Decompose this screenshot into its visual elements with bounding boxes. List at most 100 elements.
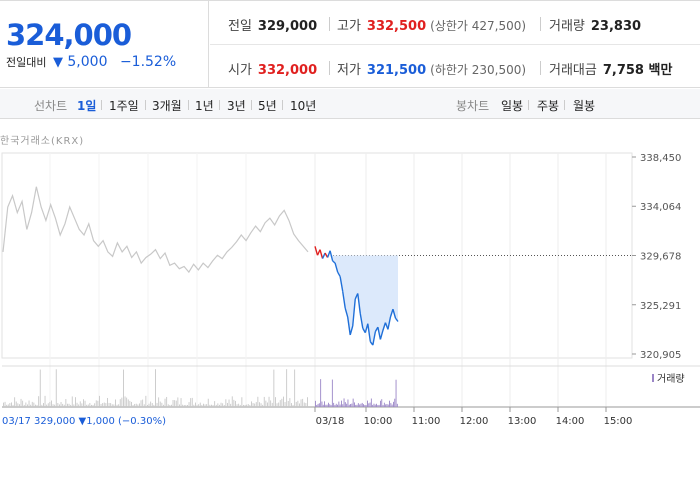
tab-3m[interactable]: 3개월 bbox=[152, 99, 182, 113]
volume-bar bbox=[243, 404, 244, 407]
divider bbox=[329, 61, 330, 75]
today-line-segment bbox=[339, 276, 344, 292]
tab-daily-candle[interactable]: 일봉 bbox=[501, 99, 524, 113]
volume-bar bbox=[225, 399, 227, 407]
volume-bar bbox=[267, 402, 268, 407]
price-info-grid: 전일 329,000 고가 332,500 (상한가 427,500) 거래량 23,8… bbox=[210, 1, 700, 88]
volume-bar bbox=[124, 396, 126, 407]
volume-bar bbox=[369, 402, 371, 407]
today-line-segment bbox=[392, 308, 397, 319]
volume-bar bbox=[228, 399, 230, 407]
divider bbox=[564, 100, 565, 110]
tab-5y[interactable]: 5년 bbox=[258, 99, 277, 113]
volume-bar bbox=[292, 404, 294, 407]
volume-bar bbox=[135, 403, 137, 407]
volume-bar bbox=[182, 404, 184, 407]
line-chart-label: 선차트 bbox=[34, 99, 68, 113]
chart-source: 한국거래소(KRX) bbox=[0, 136, 85, 147]
volume-bar bbox=[118, 404, 120, 407]
today-line-segment bbox=[382, 322, 387, 331]
volume-bar bbox=[20, 398, 22, 407]
volume-bar bbox=[363, 404, 364, 407]
tab-weekly-candle[interactable]: 주봉 bbox=[537, 99, 560, 113]
volume-bar bbox=[348, 404, 350, 407]
volume-bar bbox=[326, 404, 328, 407]
tab-3y[interactable]: 3년 bbox=[227, 99, 246, 113]
volume-bar bbox=[382, 404, 384, 407]
volume-bar bbox=[236, 404, 238, 407]
volume-bar bbox=[70, 404, 72, 407]
today-line-segment bbox=[344, 307, 349, 318]
volume-bar bbox=[115, 399, 116, 407]
chart-legend: 거래량 03/17 329,000 ▼1,000 (−0.30%) bbox=[2, 373, 685, 427]
volume-bar bbox=[263, 396, 265, 407]
divider bbox=[251, 100, 252, 110]
volume-bar bbox=[330, 404, 332, 407]
down-triangle-icon: ▼ bbox=[52, 55, 63, 70]
volume-bar bbox=[89, 402, 91, 407]
tab-10y[interactable]: 10년 bbox=[290, 99, 317, 113]
volume-bar bbox=[252, 403, 254, 407]
volume-bar bbox=[99, 395, 100, 407]
chart-svg[interactable]: 338,450 334,064 329,678 325,291 320,905 03/1… bbox=[0, 120, 700, 430]
tab-monthly-candle[interactable]: 월봉 bbox=[573, 99, 596, 113]
volume-bar bbox=[347, 399, 349, 407]
volume-bar bbox=[214, 401, 216, 407]
volume-bar bbox=[100, 403, 102, 407]
volume-bar bbox=[196, 404, 198, 407]
volume-bar bbox=[97, 400, 99, 407]
volume-bar bbox=[377, 404, 379, 407]
volume-bar bbox=[36, 404, 38, 407]
prev-close-value: 329,000 bbox=[257, 19, 318, 34]
tab-1w[interactable]: 1주일 bbox=[109, 99, 139, 113]
volume-value: 23,830 bbox=[590, 19, 642, 34]
volume-bar bbox=[95, 400, 97, 407]
grid-divider bbox=[210, 44, 700, 45]
volume-bar bbox=[131, 401, 132, 407]
today-line-segment bbox=[319, 249, 324, 259]
x-tick-label: 14:00 bbox=[556, 416, 585, 427]
volume-bar bbox=[241, 397, 243, 407]
divider bbox=[528, 100, 529, 110]
volume-bar bbox=[247, 404, 249, 407]
volume-bar bbox=[127, 399, 129, 407]
volume-bar bbox=[206, 404, 208, 407]
turnover-cell: 거래대금 7,758 백만 bbox=[549, 59, 672, 78]
volume-bar bbox=[305, 403, 307, 407]
volume-bar bbox=[153, 404, 155, 407]
volume-bar bbox=[198, 404, 200, 407]
volume-bar bbox=[71, 396, 73, 407]
open-label: 시가 bbox=[228, 63, 252, 78]
volume-bar bbox=[62, 403, 64, 407]
volume-bar bbox=[119, 399, 121, 407]
volume-bar bbox=[350, 404, 351, 407]
volume-label: 거래량 bbox=[549, 19, 585, 34]
volume-bar bbox=[41, 404, 43, 407]
volume-bar bbox=[75, 397, 76, 407]
volume-bar bbox=[249, 404, 251, 407]
volume-bar bbox=[204, 404, 206, 407]
volume-bar bbox=[172, 400, 174, 407]
volume-bar bbox=[6, 404, 8, 407]
tab-1y[interactable]: 1년 bbox=[195, 99, 214, 113]
volume-bar bbox=[46, 404, 48, 407]
volume-bar bbox=[188, 402, 190, 407]
volume-bar bbox=[38, 396, 40, 407]
volume-bar bbox=[67, 403, 68, 407]
volume-legend-swatch bbox=[652, 374, 654, 382]
volume-bar bbox=[275, 397, 276, 407]
volume-bar bbox=[343, 398, 345, 407]
divider bbox=[329, 17, 330, 31]
today-line-segment bbox=[357, 293, 361, 314]
prev-close-label: 전일 bbox=[228, 19, 252, 34]
volume-bar bbox=[359, 404, 361, 407]
volume-bar bbox=[389, 400, 390, 407]
today-line-segment bbox=[389, 308, 394, 318]
volume-bar bbox=[231, 396, 233, 407]
volume-bar bbox=[344, 402, 346, 407]
volume-bar bbox=[286, 369, 288, 407]
volume-bar bbox=[220, 402, 222, 407]
volume-bar bbox=[341, 400, 342, 407]
volume-bar bbox=[57, 403, 59, 407]
tab-1d[interactable]: 1일 bbox=[77, 99, 97, 113]
